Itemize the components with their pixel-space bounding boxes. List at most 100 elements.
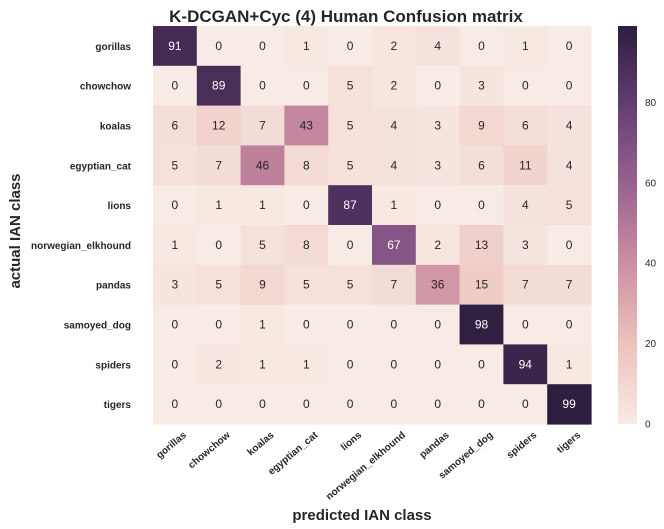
- heatmap-cell: [547, 344, 592, 385]
- heatmap-cell: [153, 344, 198, 385]
- cell-value-label: 2: [391, 79, 398, 93]
- heatmap-cell: [503, 384, 548, 425]
- cell-value-label: 0: [259, 79, 266, 93]
- colorbar-tick-label: 60: [645, 178, 657, 189]
- heatmap-cell: [153, 105, 198, 146]
- heatmap-cell: [153, 26, 198, 67]
- y-tick-label: pandas: [96, 281, 131, 292]
- cell-value-label: 0: [347, 238, 354, 252]
- heatmap-cell: [372, 185, 417, 226]
- heatmap-cell: [153, 225, 198, 266]
- heatmap-cell: [284, 304, 329, 345]
- heatmap-cell: [372, 105, 417, 146]
- heatmap-cell: [153, 304, 198, 345]
- cell-value-label: 7: [522, 278, 529, 292]
- heatmap-cell: [240, 26, 285, 67]
- heatmap-cell: [459, 65, 504, 107]
- heatmap-cell: [240, 264, 285, 306]
- cell-value-label: 0: [303, 198, 310, 212]
- y-tick-label: koalas: [100, 122, 132, 133]
- colorbar-tick-label: 0: [645, 420, 651, 431]
- cell-value-label: 0: [478, 198, 485, 212]
- x-tick-label: chowchow: [186, 430, 232, 471]
- cell-value-label: 0: [478, 397, 485, 411]
- heatmap-cell: [328, 304, 373, 345]
- heatmap-cell: [415, 384, 461, 425]
- heatmap-cell: [503, 145, 548, 186]
- cell-value-label: 0: [347, 357, 354, 371]
- cell-value-label: 12: [212, 119, 226, 133]
- cell-value-label: 0: [391, 397, 398, 411]
- heatmap-cell: [415, 105, 461, 146]
- y-tick-label: samoyed_dog: [64, 321, 131, 332]
- heatmap-cell: [372, 304, 417, 345]
- colorbar: [618, 26, 637, 424]
- heatmap-cell: [153, 145, 198, 186]
- colorbar-tick-label: 40: [645, 259, 657, 270]
- cell-value-label: 98: [475, 318, 489, 332]
- heatmap-cell: [284, 225, 329, 266]
- cell-value-label: 0: [434, 198, 441, 212]
- y-tick-label: norwegian_elkhound: [31, 241, 131, 252]
- heatmap-cell: [503, 304, 548, 345]
- heatmap-cell: [196, 225, 242, 266]
- cell-value-label: 0: [522, 318, 529, 332]
- cell-value-label: 9: [259, 278, 266, 292]
- heatmap-cell: [372, 384, 417, 425]
- y-tick-label: spiders: [95, 360, 131, 371]
- heatmap-cell: [284, 185, 329, 226]
- cell-value-label: 1: [303, 39, 310, 53]
- cell-value-label: 0: [215, 318, 222, 332]
- cell-value-label: 6: [478, 158, 485, 172]
- heatmap-cell: [240, 65, 285, 107]
- cell-value-label: 3: [434, 158, 441, 172]
- cell-value-label: 0: [391, 318, 398, 332]
- heatmap-cell: [372, 26, 417, 67]
- x-tick-label: gorillas: [155, 430, 190, 462]
- heatmap-cell: [240, 145, 285, 186]
- heatmap-cell: [503, 105, 548, 146]
- heatmap-cell: [547, 304, 592, 345]
- heatmap-cell: [240, 225, 285, 266]
- heatmap-cell: [459, 344, 504, 385]
- heatmap-cell: [240, 304, 285, 345]
- heatmap-cell: [196, 26, 242, 67]
- cell-value-label: 5: [566, 198, 573, 212]
- cell-value-label: 0: [391, 357, 398, 371]
- cell-value-label: 0: [172, 357, 179, 371]
- cell-value-label: 89: [212, 79, 226, 93]
- cell-value-label: 2: [434, 238, 441, 252]
- cell-value-label: 1: [215, 198, 222, 212]
- chart-title: K-DCGAN+Cyc (4) Human Confusion matrix: [169, 7, 523, 26]
- cell-value-label: 4: [522, 198, 529, 212]
- cell-value-label: 13: [475, 238, 489, 252]
- cell-value-label: 1: [566, 357, 573, 371]
- cell-value-label: 0: [434, 318, 441, 332]
- cell-value-label: 0: [303, 318, 310, 332]
- cell-value-label: 91: [168, 39, 182, 53]
- cell-value-label: 0: [172, 397, 179, 411]
- heatmap-cell: [415, 26, 461, 67]
- cell-value-label: 0: [478, 357, 485, 371]
- cell-value-label: 3: [172, 278, 179, 292]
- cell-value-label: 3: [434, 119, 441, 133]
- cell-value-label: 36: [431, 278, 445, 292]
- heatmap-cell: [196, 185, 242, 226]
- cell-value-label: 0: [347, 39, 354, 53]
- cell-value-label: 0: [172, 79, 179, 93]
- cell-value-label: 5: [347, 79, 354, 93]
- cell-value-label: 15: [475, 278, 489, 292]
- heatmap-cell: [503, 344, 548, 385]
- heatmap-cell: [372, 264, 417, 306]
- heatmap-cell: [415, 65, 461, 107]
- heatmap-cell: [153, 65, 198, 107]
- x-tick-label: tigers: [555, 430, 583, 456]
- y-tick-label: egyptian_cat: [70, 161, 132, 172]
- x-tick-label: spiders: [505, 430, 540, 462]
- heatmap-cell: [415, 304, 461, 345]
- cell-value-label: 5: [215, 278, 222, 292]
- heatmap-cell: [196, 384, 242, 425]
- heatmap-cell: [415, 145, 461, 186]
- colorbar-tick-label: 80: [645, 98, 657, 109]
- heatmap-cell: [459, 145, 504, 186]
